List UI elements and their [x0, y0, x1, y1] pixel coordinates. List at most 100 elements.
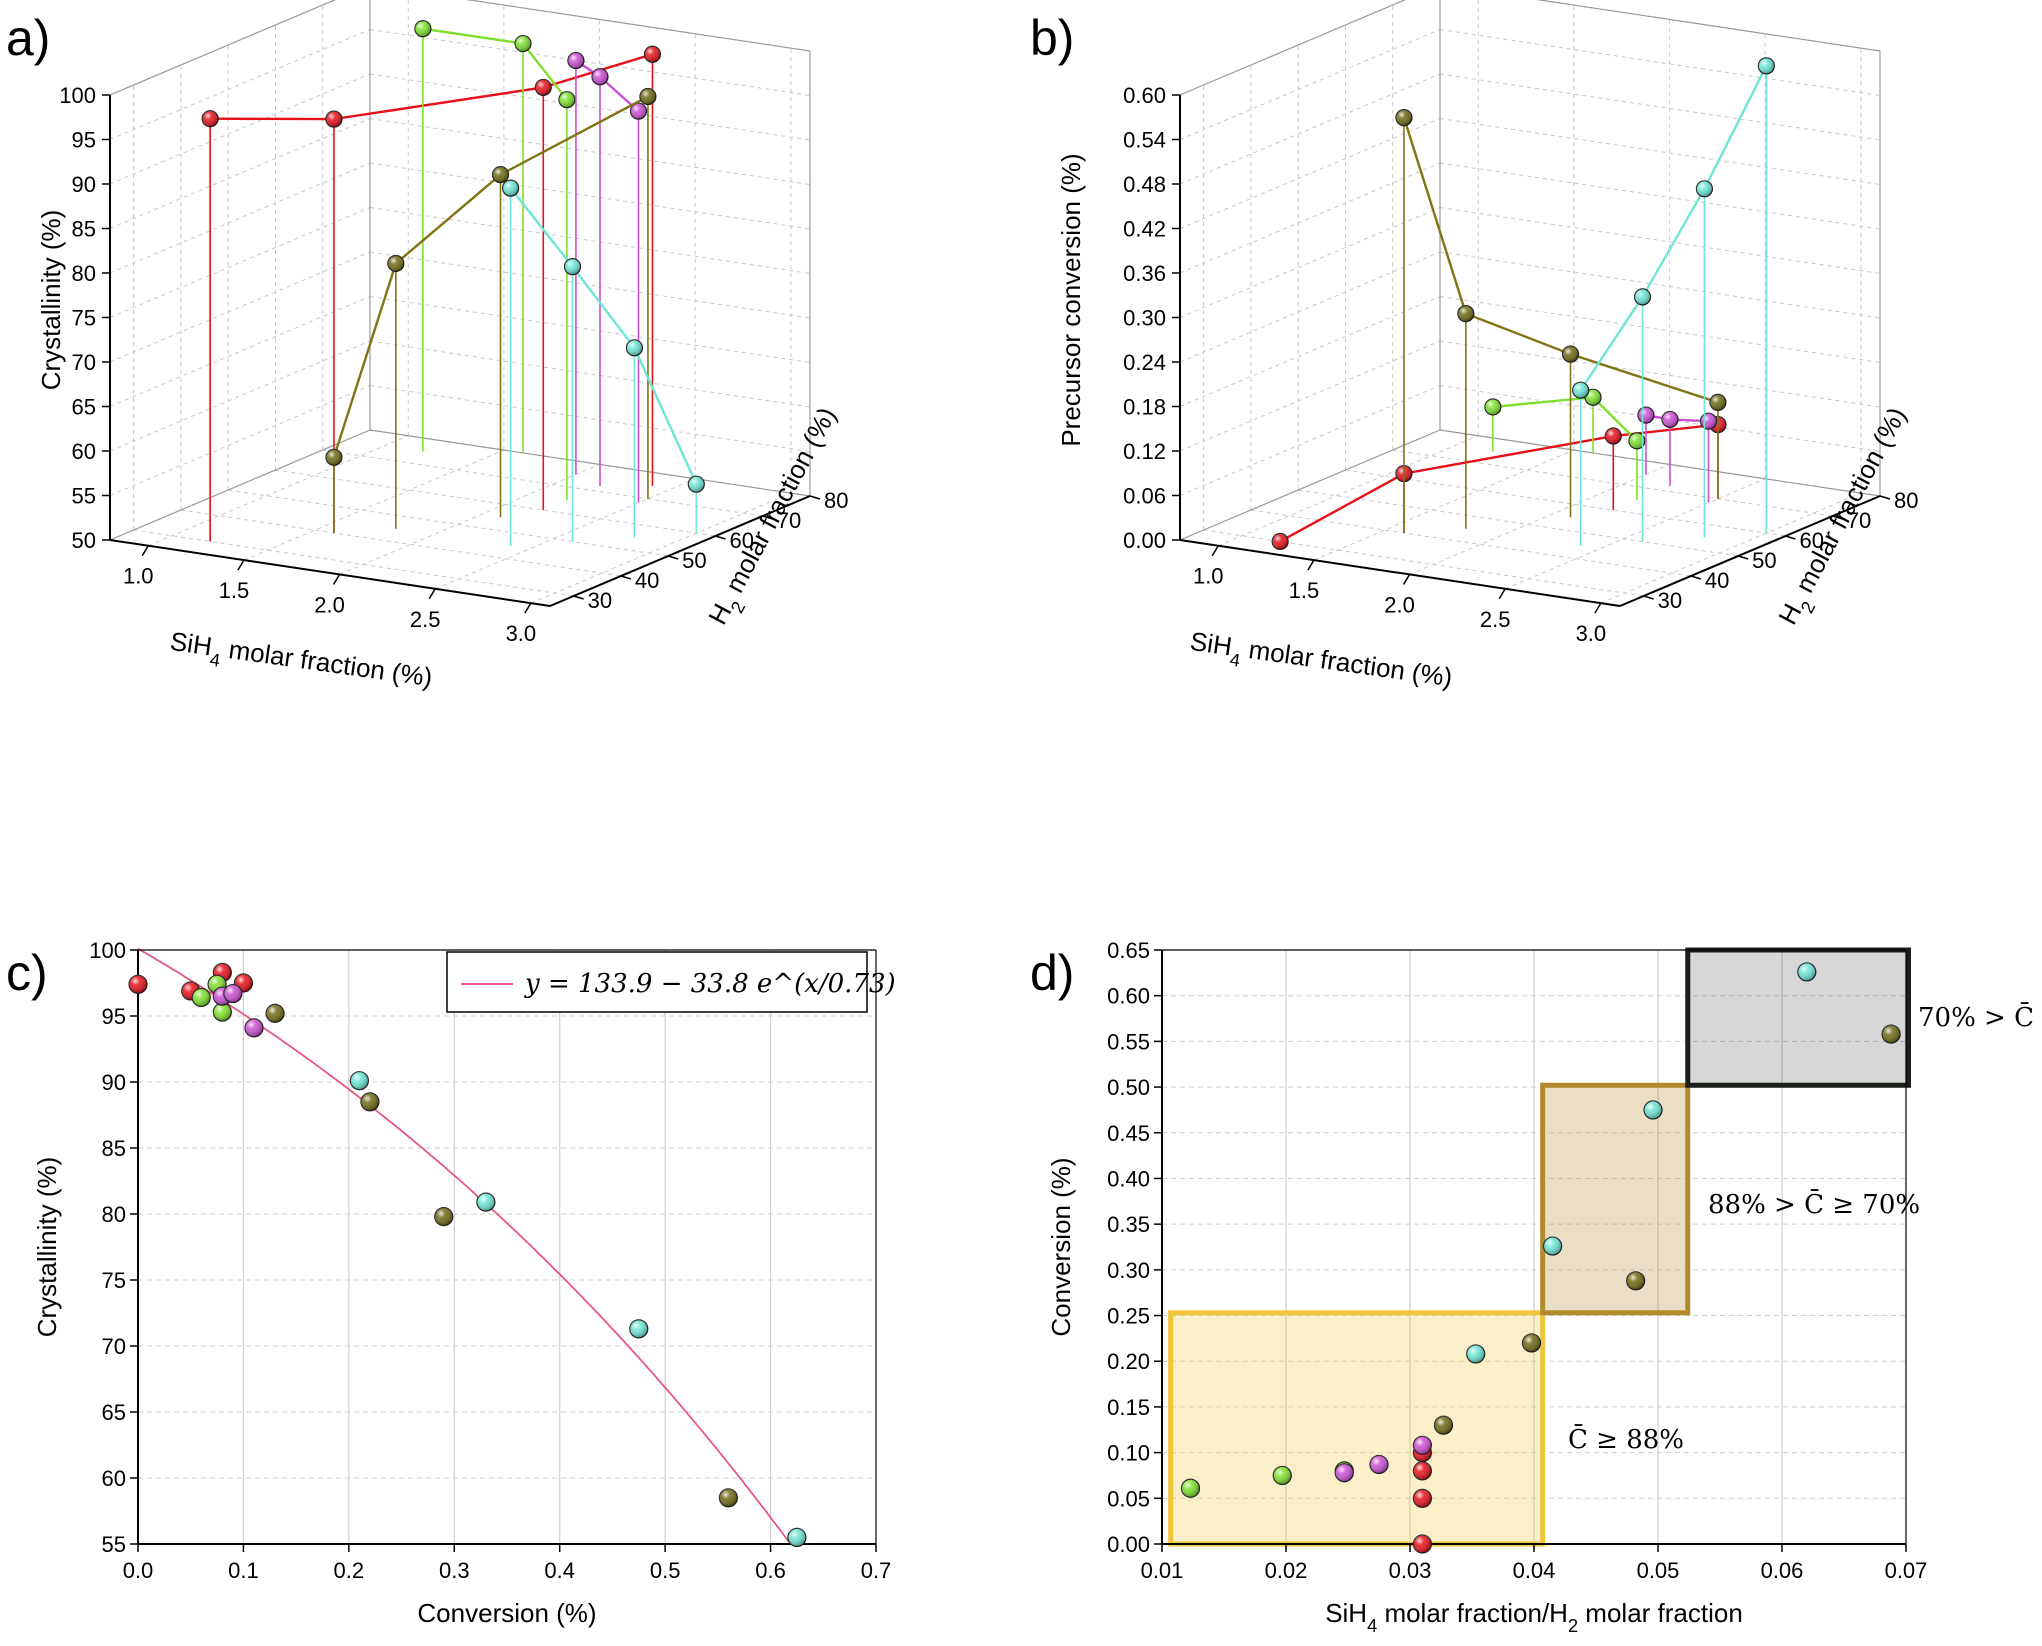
point-red-0	[1271, 532, 1289, 551]
x-tick	[237, 559, 245, 571]
point-olive-2	[491, 166, 510, 184]
point-magenta-2-shine	[630, 103, 647, 120]
grid-wall-back	[369, 73, 811, 141]
x-axis-title-sub-1: 4	[209, 649, 222, 670]
x-tick-label: 0.03	[1389, 1558, 1432, 1583]
series-line-olive	[332, 95, 649, 458]
point-olive-0	[1395, 109, 1413, 127]
grid-wall-left	[109, 118, 371, 229]
point-magenta-1	[591, 68, 609, 86]
grid-wall-back	[369, 251, 811, 319]
z-tick-label: 60	[72, 439, 96, 464]
point-olive-3	[1709, 393, 1727, 411]
x-tick-label: 0.6	[755, 1558, 786, 1583]
z-axis-title: Precursor conversion (%)	[1056, 153, 1086, 446]
grid-floor-x	[339, 463, 600, 575]
y-tick-label: 40	[1705, 568, 1729, 593]
point-red-1-shine	[325, 111, 342, 128]
point-cyan-0-shine	[350, 1071, 369, 1090]
panel-a-3d-crystallinity: 50 55 60 65 70 75 80 85 90 95 100 1.0 1.5 2.0 2.5 3.0 30…	[36, 0, 848, 700]
grid-wall-back	[1536, 0, 1881, 52]
grid-floor-x	[148, 435, 409, 547]
grid-floor-y	[1250, 509, 1691, 577]
grid-floor-y	[133, 529, 574, 597]
point-olive-0-shine	[1395, 109, 1412, 126]
point-cyan-1	[563, 258, 582, 276]
y-axis-line	[549, 495, 811, 607]
x-axis-title: SiH4 molar fraction (%)	[167, 626, 434, 700]
point-cyan-1-shine	[1543, 1237, 1562, 1256]
x-tick-label: 1.0	[123, 564, 154, 589]
x-axis-title-part-1: SiH	[1188, 626, 1234, 662]
y-tick-label: 0.65	[1107, 938, 1150, 963]
y-tick-label: 95	[102, 1004, 126, 1029]
grid-wall-left	[1179, 162, 1441, 274]
x-tick-label: 1.5	[1289, 578, 1320, 603]
legend-label: y = 133.9 − 33.8 e^(x/0.73)	[524, 969, 896, 999]
y-tick	[1690, 575, 1702, 580]
grid-floor-y	[180, 509, 621, 577]
point-olive-1	[360, 1092, 380, 1112]
grid-floor-y	[275, 469, 716, 537]
point-magenta-1-shine	[1370, 1455, 1388, 1474]
y-tick-label: 65	[102, 1400, 126, 1425]
point-cyan-0-shine	[1466, 1344, 1485, 1363]
grid-wall-back	[369, 296, 811, 363]
y-tick-label: 85	[102, 1136, 126, 1161]
z-tick-label: 0.12	[1123, 439, 1166, 464]
grid-floor-x	[530, 492, 792, 604]
y-tick-label: 70	[1847, 508, 1871, 533]
point-red-0-shine	[1272, 533, 1289, 550]
grid-floor-y	[1345, 469, 1786, 537]
z-tick-label: 0.18	[1123, 395, 1166, 420]
point-cyan-1-shine	[476, 1193, 495, 1212]
x-tick-label: 3.0	[506, 621, 537, 646]
y-tick-label: 80	[1894, 488, 1918, 513]
grid-wall-left	[1179, 385, 1441, 496]
z-tick-label: 0.42	[1123, 217, 1166, 242]
point-green-2-shine	[558, 91, 575, 108]
y-tick	[1643, 595, 1654, 600]
point-olive-2-shine	[434, 1207, 453, 1226]
box-edge	[465, 0, 811, 52]
point-cyan-1	[476, 1192, 496, 1212]
point-red-1-shine	[1413, 1489, 1432, 1508]
x-axis-title-part-2: molar fraction/	[1377, 1598, 1550, 1628]
point-cyan-2-shine	[1644, 1100, 1663, 1119]
point-magenta-0-shine	[1637, 407, 1654, 424]
point-green-0-shine	[1181, 1479, 1200, 1498]
z-tick-label: 0.06	[1123, 484, 1166, 509]
grid-floor-x	[1505, 478, 1766, 590]
point-cyan-2	[625, 339, 644, 357]
grid-floor-x	[435, 478, 696, 590]
x-tick	[524, 602, 532, 614]
z-tick-label: 70	[72, 350, 96, 375]
grid-floor-y	[1298, 489, 1739, 557]
point-olive-2	[434, 1207, 454, 1227]
x-axis-line	[109, 539, 551, 607]
point-magenta-2	[629, 102, 648, 120]
x-axis-line	[1179, 539, 1621, 607]
x-tick-label: 0.1	[228, 1558, 259, 1583]
point-olive-1-shine	[387, 255, 404, 272]
point-olive-3	[639, 87, 657, 106]
y-tick	[715, 535, 726, 540]
x-tick-label: 0.0	[123, 1558, 154, 1583]
point-olive-3-shine	[1882, 1025, 1901, 1044]
panel-label-a: a)	[6, 10, 50, 66]
grid-wall-back	[1439, 340, 1881, 408]
point-cyan-3-shine	[688, 476, 705, 493]
point-green-0-shine	[414, 20, 431, 37]
point-green-1-shine	[515, 35, 532, 52]
point-olive-0-shine	[1434, 1416, 1453, 1435]
y-tick-label: 30	[1658, 588, 1682, 613]
y-tick	[1737, 555, 1749, 560]
y-tick-label: 0.55	[1107, 1029, 1150, 1054]
point-green-0	[1180, 1478, 1201, 1498]
point-magenta-0-shine	[567, 52, 584, 69]
grid-wall-back	[1439, 296, 1881, 363]
point-magenta-0	[567, 51, 585, 70]
box-edge	[109, 429, 371, 541]
point-olive-0-shine	[266, 1004, 285, 1023]
